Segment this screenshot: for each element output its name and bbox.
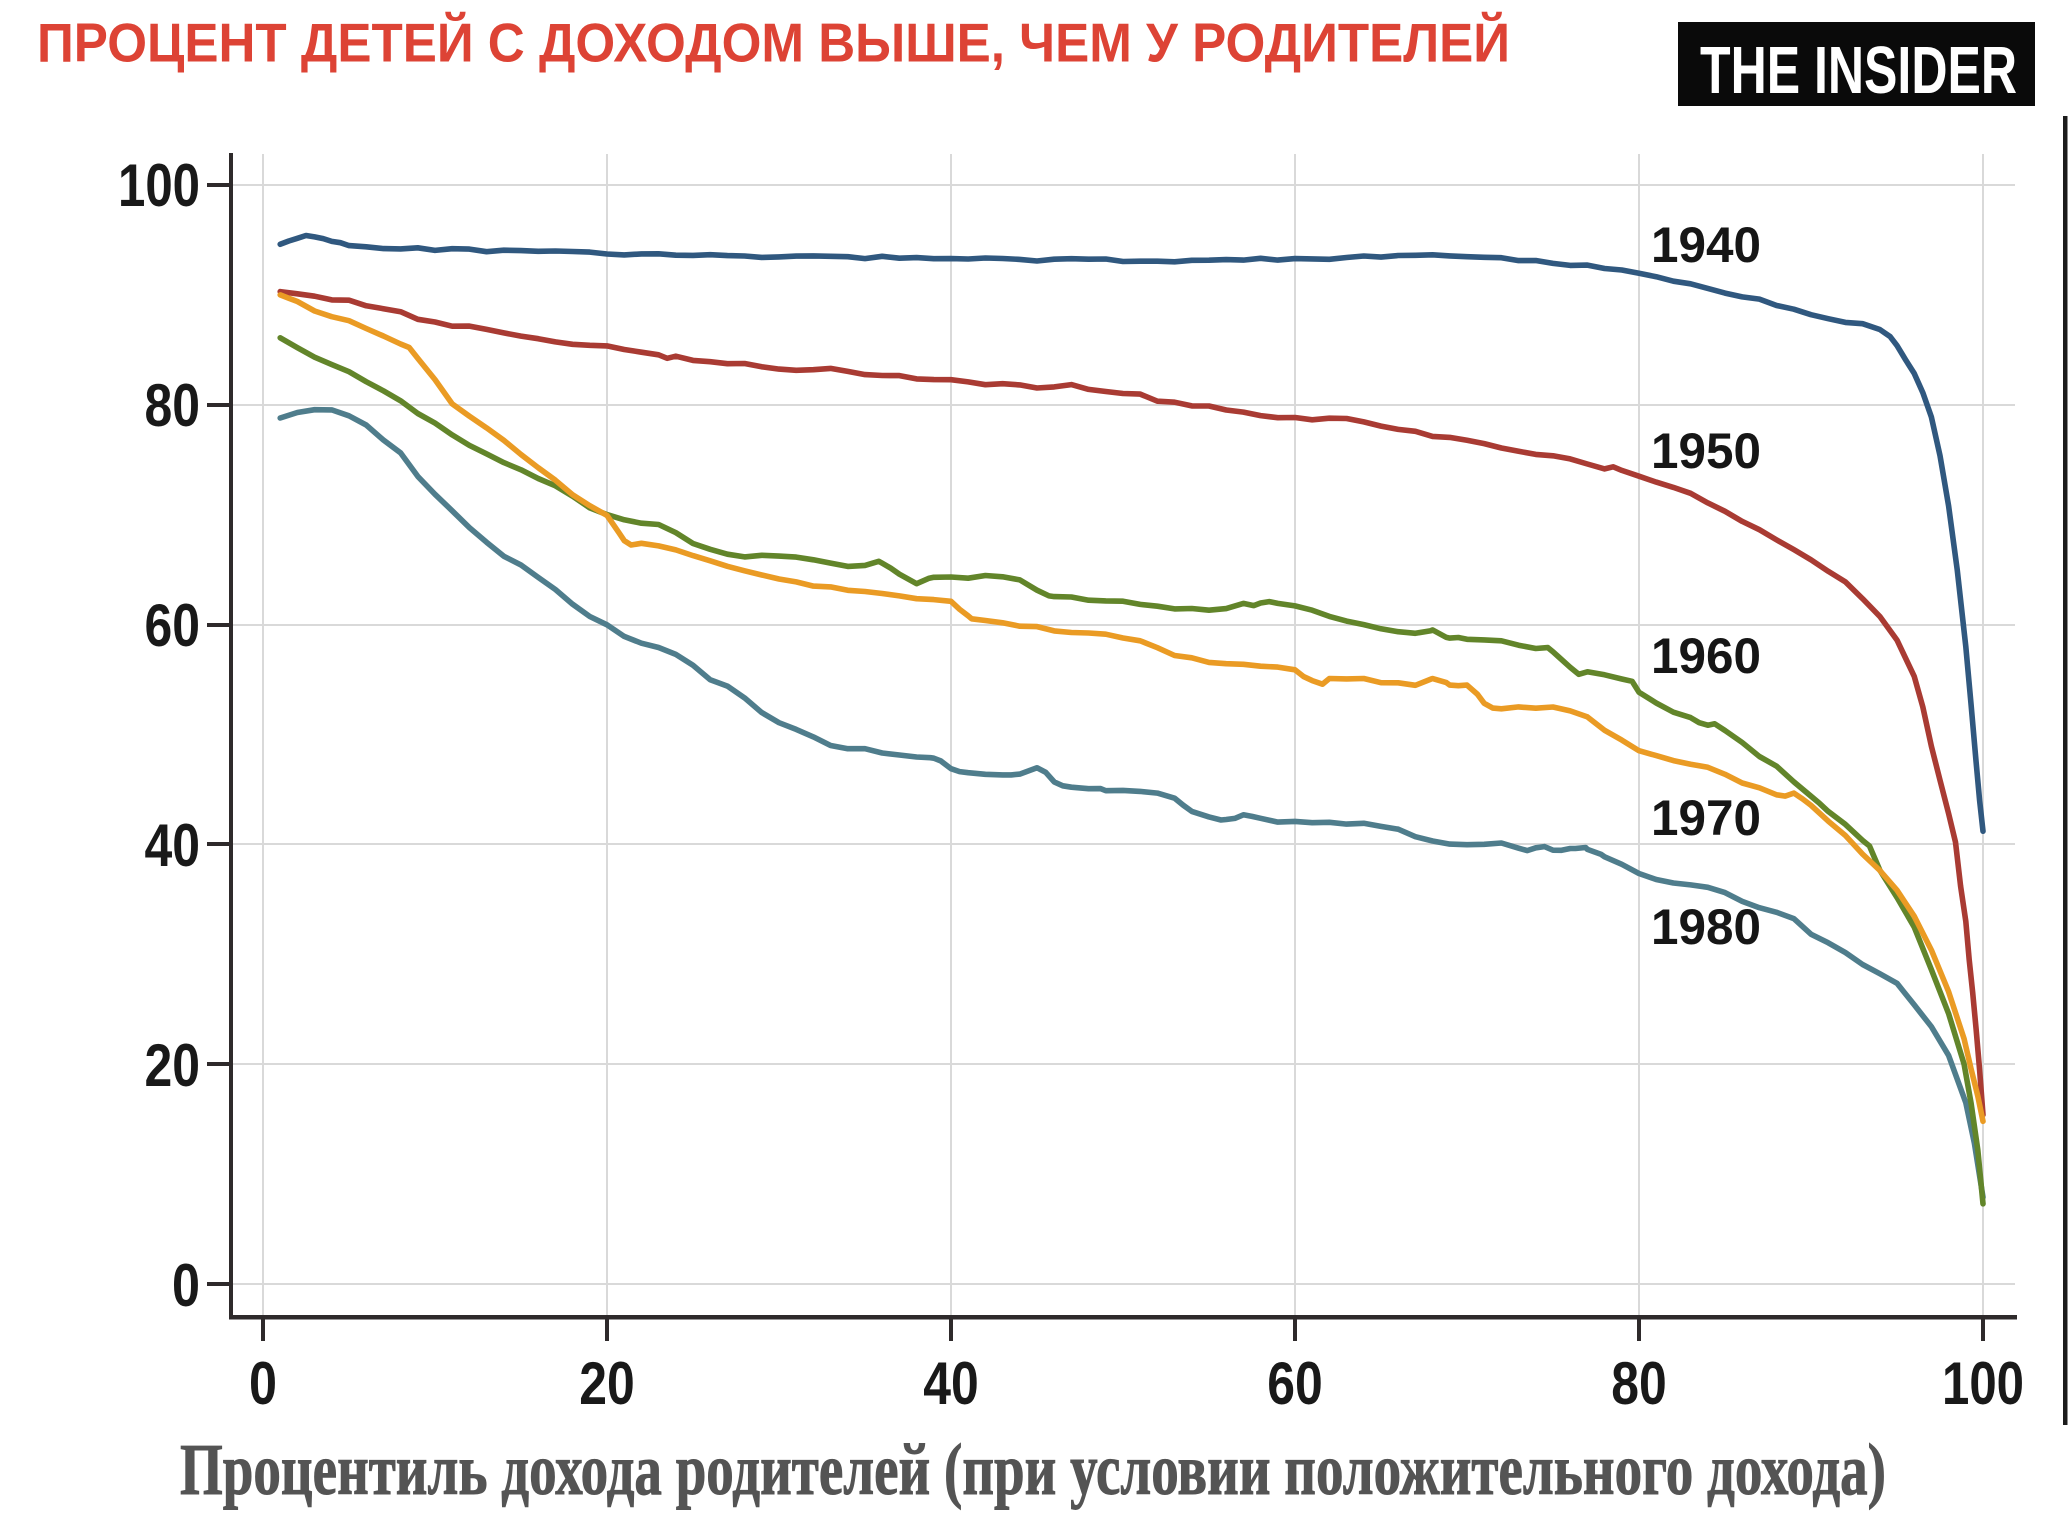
svg-text:40: 40 — [923, 1350, 979, 1417]
svg-text:1970: 1970 — [1651, 790, 1761, 846]
svg-text:1940: 1940 — [1651, 217, 1761, 273]
svg-text:ПРОЦЕНТ ДЕТЕЙ С ДОХОДОМ ВЫШЕ,: ПРОЦЕНТ ДЕТЕЙ С ДОХОДОМ ВЫШЕ, ЧЕМ У РОДИ… — [37, 11, 1510, 74]
svg-text:20: 20 — [145, 1032, 201, 1099]
svg-text:0: 0 — [249, 1350, 277, 1417]
svg-text:60: 60 — [145, 592, 201, 659]
svg-text:THE INSIDER: THE INSIDER — [1700, 33, 2017, 108]
svg-text:40: 40 — [145, 812, 201, 879]
svg-text:1980: 1980 — [1651, 899, 1761, 955]
svg-text:60: 60 — [1267, 1350, 1323, 1417]
svg-text:20: 20 — [579, 1350, 635, 1417]
svg-text:1950: 1950 — [1651, 423, 1761, 479]
svg-text:1960: 1960 — [1651, 628, 1761, 684]
svg-text:100: 100 — [1942, 1350, 2024, 1417]
svg-text:80: 80 — [145, 372, 201, 439]
svg-text:80: 80 — [1611, 1350, 1667, 1417]
svg-text:100: 100 — [118, 152, 200, 219]
svg-text:0: 0 — [172, 1252, 200, 1319]
svg-text:Процентиль дохода родителей (п: Процентиль дохода родителей (при условии… — [180, 1429, 1886, 1510]
